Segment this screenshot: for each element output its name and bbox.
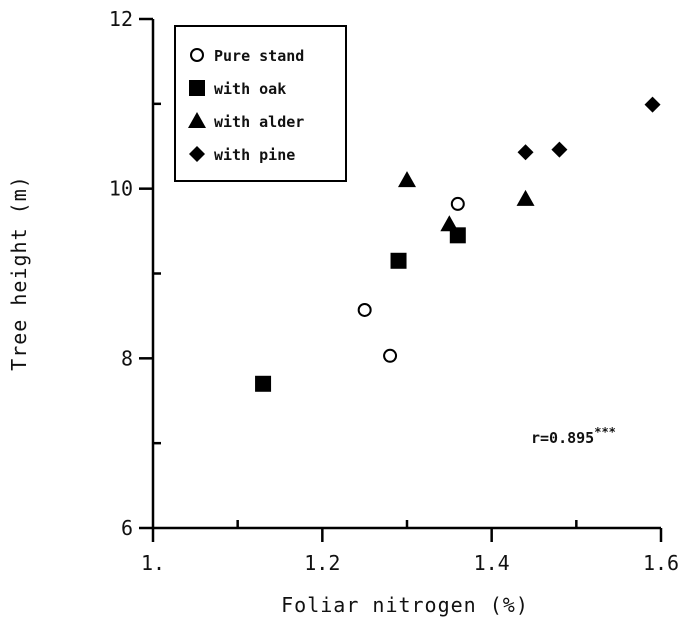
data-point-pure-stand: [450, 196, 465, 211]
y-tick-label: 12: [109, 7, 133, 31]
data-point-with-alder: [516, 189, 535, 206]
y-tick-label: 8: [121, 346, 133, 370]
data-point-with-pine: [551, 141, 568, 158]
correlation-value: r=0.895: [531, 429, 594, 447]
data-points: [255, 96, 661, 392]
legend-label-with-alder: with alder: [214, 113, 304, 131]
legend-marker-with-pine: [189, 146, 205, 162]
x-tick-label: 1.2: [304, 551, 340, 575]
data-point-pure-stand: [357, 302, 372, 317]
legend-marker-pure-stand: [190, 48, 204, 62]
data-point-with-oak: [255, 375, 272, 392]
data-point-with-alder: [440, 215, 459, 232]
legend-label-with-oak: with oak: [214, 80, 286, 98]
data-point-with-pine: [644, 96, 661, 113]
x-tick-label: 1.4: [474, 551, 510, 575]
correlation-annotation: r=0.895***: [531, 425, 616, 447]
legend-marker-with-alder: [188, 112, 206, 128]
data-point-pure-stand: [383, 348, 398, 363]
y-tick-label: 6: [121, 516, 133, 540]
y-axis-label: Tree height (m): [7, 175, 31, 371]
x-tick-label: 1.6: [643, 551, 679, 575]
y-tick-label: 10: [109, 177, 133, 201]
ticks: 6 8 10 12 1. 1.2 1.4 1.6: [109, 7, 679, 575]
x-axis-label: Foliar nitrogen (%): [281, 593, 529, 617]
x-tick-label: 1.: [141, 551, 165, 575]
data-point-with-alder: [398, 171, 416, 188]
legend-marker-with-oak: [189, 80, 205, 96]
legend-label-pure-stand: Pure stand: [214, 47, 304, 65]
data-point-with-pine: [517, 144, 534, 161]
legend: Pure stand with oak with alder with pine: [174, 25, 347, 182]
data-point-with-oak: [449, 227, 466, 244]
significance-stars: ***: [594, 425, 616, 439]
legend-label-with-pine: with pine: [214, 146, 295, 164]
data-point-with-oak: [390, 252, 407, 269]
